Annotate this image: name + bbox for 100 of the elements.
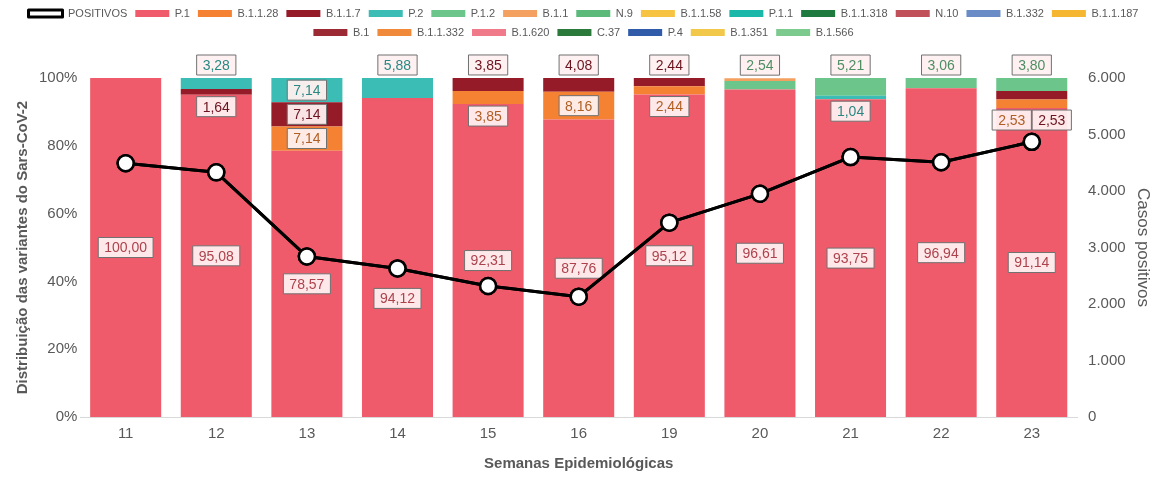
- data-label: 93,75: [833, 249, 869, 266]
- x-tick-label: 12: [207, 424, 225, 442]
- bar: [180, 89, 252, 95]
- y2-tick-label: 3.000: [1088, 237, 1126, 255]
- data-label: 100,00: [104, 239, 148, 256]
- data-label: 7,14: [293, 106, 321, 123]
- y2-tick-label: 1.000: [1088, 350, 1126, 368]
- bar: [815, 78, 887, 96]
- point: [660, 213, 679, 232]
- y2-tick-label: 2.000: [1088, 294, 1126, 312]
- y-axis-title: Distribuição das variantes do Sars-CoV-2: [13, 100, 31, 395]
- data-label: 96,94: [923, 244, 959, 261]
- bar: [180, 78, 252, 90]
- bar: [543, 78, 615, 92]
- point: [841, 147, 860, 167]
- x-tick-label: 20: [751, 424, 769, 442]
- x-tick-label: 23: [1023, 424, 1041, 442]
- legend-label: B.1.332: [1005, 6, 1044, 19]
- data-label: 2,44: [655, 98, 684, 115]
- data-label: 87,76: [561, 260, 597, 277]
- point: [1022, 132, 1042, 152]
- data-label: 3,85: [474, 56, 502, 73]
- data-label: 91,14: [1014, 254, 1050, 271]
- point: [569, 287, 588, 306]
- y-tick-label: 40%: [47, 271, 78, 289]
- y-tick-label: 20%: [47, 339, 78, 357]
- point: [116, 154, 135, 173]
- y2-tick-label: 0: [1088, 407, 1097, 425]
- data-label: 1,04: [836, 103, 865, 120]
- data-label: 2,53: [998, 111, 1026, 128]
- bar: [361, 78, 434, 98]
- legend-label: B.1.1.318: [840, 6, 888, 19]
- data-label: 96,61: [742, 245, 778, 262]
- x-tick-label: 11: [117, 424, 134, 442]
- data-label: 78,57: [289, 275, 325, 292]
- legend-label: P.1: [174, 6, 190, 19]
- bar: [452, 78, 524, 92]
- x-tick-label: 14: [389, 424, 406, 442]
- x-tick-label: 21: [842, 424, 859, 442]
- x-tick-label: 19: [660, 424, 678, 442]
- point: [388, 259, 407, 278]
- y2-tick-label: 4.000: [1088, 181, 1126, 199]
- bar: [996, 90, 1068, 100]
- point: [207, 163, 226, 182]
- bar: [633, 78, 705, 87]
- data-label: 5,21: [836, 56, 865, 73]
- legend-label: B.1.620: [511, 25, 550, 38]
- data-label: 3,06: [927, 56, 955, 73]
- legend-label: N.9: [615, 6, 633, 19]
- point: [297, 247, 317, 266]
- legend-label: B.1.1.28: [237, 6, 279, 19]
- y2-tick-label: 6.000: [1088, 68, 1126, 86]
- legend-label: B.1.351: [730, 25, 769, 38]
- data-label: 5,88: [383, 56, 412, 73]
- data-label: 2,54: [746, 57, 774, 74]
- legend-label: N.10: [935, 6, 959, 19]
- data-label: 92,31: [470, 252, 506, 269]
- data-label: 2,44: [655, 56, 684, 73]
- bar: [996, 78, 1068, 91]
- y-tick-label: 60%: [47, 203, 78, 221]
- bar: [724, 89, 796, 417]
- legend-label: P.4: [667, 25, 683, 38]
- legend-label: B.1.1.58: [680, 6, 722, 19]
- x-tick-label: 13: [298, 424, 316, 442]
- data-label: 7,14: [293, 130, 321, 147]
- bar: [905, 88, 977, 417]
- bar: [543, 119, 615, 417]
- legend-label: P.1.2: [470, 6, 496, 19]
- legend-label: C.37: [596, 25, 621, 38]
- bar: [724, 78, 796, 81]
- legend-label: P.1.1: [768, 6, 794, 19]
- data-label: 94,12: [379, 290, 416, 307]
- legend-label: POSITIVOS: [68, 6, 128, 19]
- x-tick-label: 16: [570, 424, 588, 442]
- bar: [905, 78, 977, 89]
- data-label: 2,53: [1038, 111, 1066, 128]
- data-label: 3,28: [202, 56, 231, 73]
- point: [478, 276, 498, 296]
- y-tick-label: 80%: [47, 135, 78, 153]
- y2-tick-label: 5.000: [1088, 124, 1126, 142]
- y2-axis-title: Casos positivos: [1134, 187, 1154, 308]
- x-axis-title: Semanas Epidemiológicas: [484, 454, 674, 472]
- legend-label: B.1.1.7: [325, 6, 361, 19]
- bar: [361, 97, 434, 417]
- legend-label: B.1.1: [542, 6, 569, 19]
- x-tick-label: 15: [479, 424, 497, 442]
- bar: [633, 94, 705, 417]
- data-label: 95,12: [651, 247, 688, 264]
- bar: [90, 78, 162, 417]
- legend-label: P.2: [408, 6, 424, 19]
- point: [931, 152, 951, 172]
- legend-label: B.1: [352, 25, 370, 38]
- legend-label: B.1.1.187: [1091, 6, 1139, 19]
- bar: [180, 94, 252, 417]
- data-label: 95,08: [198, 247, 234, 264]
- data-label: 7,14: [293, 82, 321, 98]
- bar: [724, 80, 796, 90]
- x-tick-label: 22: [932, 424, 950, 442]
- legend-label: B.1.1.332: [416, 25, 465, 38]
- data-label: 3,80: [1018, 56, 1046, 73]
